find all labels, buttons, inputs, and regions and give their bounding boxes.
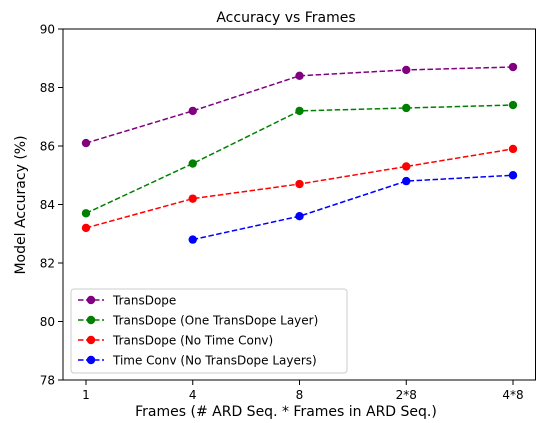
data-point <box>188 106 197 116</box>
series-2 <box>81 144 518 233</box>
data-point <box>508 100 518 110</box>
legend-box <box>70 288 348 374</box>
x-tick-label: 8 <box>296 388 304 402</box>
x-tick-label: 2*8 <box>396 388 417 402</box>
chart-title: Accuracy vs Frames <box>216 10 355 26</box>
data-point <box>402 103 411 113</box>
y-tick-label: 78 <box>40 374 55 388</box>
data-point <box>295 212 304 221</box>
y-tick-label: 82 <box>40 257 55 271</box>
data-point <box>402 162 411 171</box>
y-tick-label: 90 <box>40 23 55 37</box>
data-point <box>508 171 518 180</box>
legend-label: TransDope <box>112 294 176 308</box>
legend-marker <box>86 315 96 325</box>
y-tick-label: 84 <box>40 198 55 212</box>
series-line <box>85 66 514 144</box>
legend-item: TransDope (One TransDope Layer) <box>78 314 318 328</box>
series-0 <box>81 62 518 148</box>
data-point <box>295 179 304 189</box>
data-point <box>295 71 304 81</box>
x-tick-label: 4*8 <box>502 388 523 402</box>
data-point <box>81 209 91 218</box>
data-point <box>188 159 197 168</box>
legend-marker <box>86 335 96 345</box>
y-tick-label: 86 <box>40 140 55 154</box>
series-3 <box>188 171 518 244</box>
legend-marker <box>86 295 96 305</box>
legend-marker <box>86 355 96 365</box>
legend-label: TransDope (No Time Conv) <box>112 334 273 348</box>
data-point <box>508 144 518 154</box>
x-axis-label: Frames (# ARD Seq. * Frames in ARD Seq.) <box>135 404 437 420</box>
legend-label: TransDope (One TransDope Layer) <box>112 314 318 328</box>
legend-item: TransDope (No Time Conv) <box>78 334 273 348</box>
y-tick-label: 80 <box>40 315 55 329</box>
data-point <box>508 62 518 72</box>
data-point <box>188 194 197 203</box>
legend-item: Time Conv (No TransDope Layers) <box>78 354 317 368</box>
plot-area: 78 80 82 84 86 88 90 1 4 8 2*8 4*8 <box>40 23 536 402</box>
data-point <box>402 65 411 75</box>
legend: TransDope TransDope (One TransDope Layer)… <box>70 288 348 374</box>
x-tick-label: 4 <box>189 388 197 402</box>
legend-label: Time Conv (No TransDope Layers) <box>112 354 317 368</box>
y-axis-label: Model Accuracy (%) <box>13 135 29 274</box>
data-point <box>295 106 304 116</box>
data-point <box>188 235 197 244</box>
data-point <box>402 176 411 186</box>
data-point <box>81 138 91 148</box>
series-line <box>192 174 514 241</box>
series-1 <box>81 100 518 218</box>
legend-item: TransDope <box>78 294 176 308</box>
data-point <box>81 223 91 233</box>
x-tick-label: 1 <box>82 388 90 402</box>
y-tick-label: 88 <box>40 81 55 95</box>
